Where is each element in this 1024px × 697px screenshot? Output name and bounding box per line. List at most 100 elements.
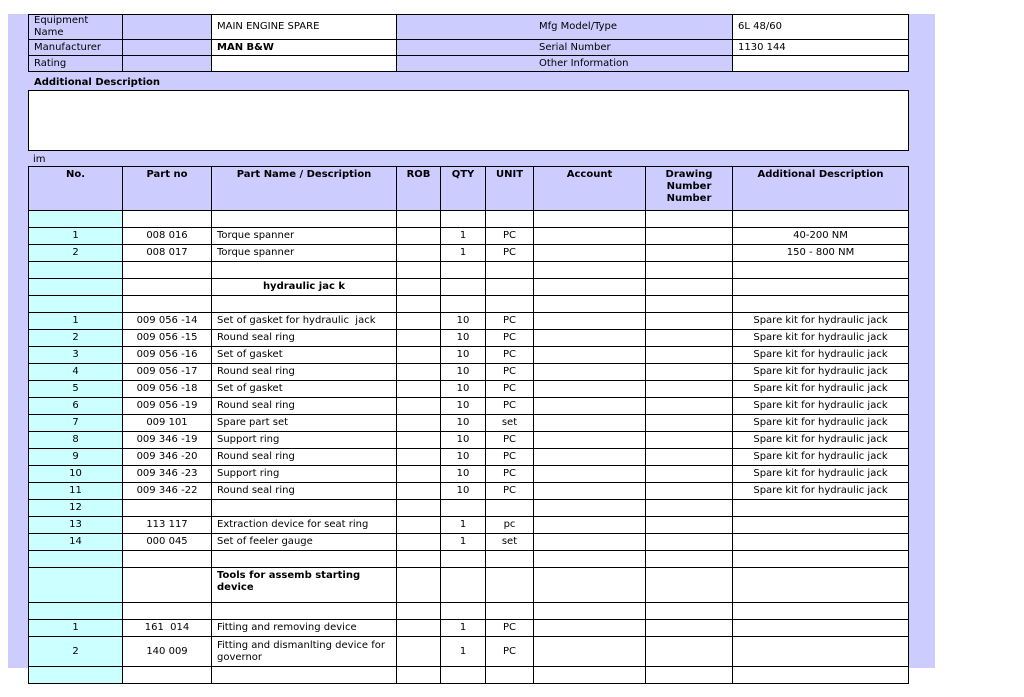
cell <box>122 602 212 620</box>
cell <box>396 533 441 551</box>
cell <box>645 516 733 534</box>
cell <box>645 636 733 667</box>
cell <box>396 278 441 296</box>
cell: Torque spanner <box>211 244 397 262</box>
blank-row <box>28 210 909 228</box>
cell: 009 346 -19 <box>122 431 212 449</box>
cell: PC <box>485 244 534 262</box>
cell: Spare kit for hydraulic jack <box>732 363 909 381</box>
cell <box>122 278 212 296</box>
blank-row <box>28 666 909 684</box>
cell <box>645 329 733 347</box>
cell <box>485 295 534 313</box>
cell <box>485 666 534 684</box>
cell <box>28 550 123 568</box>
cell: Extraction device for seat ring <box>211 516 397 534</box>
cell: 008 016 <box>122 227 212 245</box>
cell <box>396 414 441 432</box>
cell <box>645 312 733 330</box>
cell <box>28 567 123 603</box>
cell <box>645 567 733 603</box>
cell <box>122 295 212 313</box>
cell <box>533 499 646 517</box>
label: Rating <box>28 55 123 72</box>
cell <box>211 499 397 517</box>
cell: PC <box>485 397 534 415</box>
column-header: Part Name / Description <box>211 166 397 211</box>
cell <box>440 602 486 620</box>
cell <box>645 278 733 296</box>
cell <box>533 363 646 381</box>
cell <box>396 210 441 228</box>
cell: Spare kit for hydraulic jack <box>732 431 909 449</box>
cell <box>732 533 909 551</box>
cell <box>485 499 534 517</box>
cell <box>28 278 123 296</box>
cell <box>732 567 909 603</box>
cell <box>732 636 909 667</box>
cell <box>533 516 646 534</box>
cell: Round seal ring <box>211 448 397 466</box>
cell <box>485 550 534 568</box>
cell <box>396 619 441 637</box>
cell: 14 <box>28 533 123 551</box>
item-row: 3 009 056 -16 Set of gasket 10 PC Spare kit f… <box>28 346 909 364</box>
cell <box>485 278 534 296</box>
cell <box>533 329 646 347</box>
cell: Spare kit for hydraulic jack <box>732 414 909 432</box>
cell: PC <box>485 619 534 637</box>
cell <box>533 448 646 466</box>
cell <box>396 244 441 262</box>
cell <box>396 602 441 620</box>
cell: Spare kit for hydraulic jack <box>732 465 909 483</box>
item-row: 10 009 346 -23 Support ring 10 PC Spare kit f… <box>28 465 909 483</box>
cell <box>211 550 397 568</box>
item-row: 9 009 346 -20 Round seal ring 10 PC Spare kit… <box>28 448 909 466</box>
item-row: 8 009 346 -19 Support ring 10 PC Spare kit fo… <box>28 431 909 449</box>
cell <box>122 261 212 279</box>
cell <box>533 397 646 415</box>
cell: PC <box>485 636 534 667</box>
cell <box>645 227 733 245</box>
cell <box>645 295 733 313</box>
cell <box>732 619 909 637</box>
cell: PC <box>485 431 534 449</box>
cell: 009 346 -22 <box>122 482 212 500</box>
cell: 10 <box>440 363 486 381</box>
cell <box>396 397 441 415</box>
cell <box>645 602 733 620</box>
cell: 1 <box>28 227 123 245</box>
cell: 10 <box>440 380 486 398</box>
cell: Spare kit for hydraulic jack <box>732 329 909 347</box>
column-header: Account <box>533 166 646 211</box>
cell: Torque spanner <box>211 227 397 245</box>
item-row: 2 008 017 Torque spanner 1 PC 150 - 800 NM <box>28 244 909 262</box>
cell: 1 <box>440 636 486 667</box>
cell: Set of feeler gauge <box>211 533 397 551</box>
cell: 10 <box>440 346 486 364</box>
item-row: 13 113 117 Extraction device for seat ring… <box>28 516 909 534</box>
label: Other Information <box>396 55 733 72</box>
cell <box>396 295 441 313</box>
item-row: 11 009 346 -22 Round seal ring 10 PC Spare ki… <box>28 482 909 500</box>
cell: 13 <box>28 516 123 534</box>
cell: 161 014 <box>122 619 212 637</box>
cell: Round seal ring <box>211 363 397 381</box>
cell <box>396 516 441 534</box>
cell <box>732 666 909 684</box>
cell: 6 <box>28 397 123 415</box>
cell <box>211 666 397 684</box>
cell <box>533 210 646 228</box>
value: 1130 144 <box>732 39 909 56</box>
cell: PC <box>485 346 534 364</box>
cell: 10 <box>440 329 486 347</box>
cell <box>440 295 486 313</box>
cell <box>732 295 909 313</box>
cell <box>533 295 646 313</box>
cell: PC <box>485 227 534 245</box>
cell: 2 <box>28 244 123 262</box>
cell <box>732 516 909 534</box>
cell: Spare kit for hydraulic jack <box>732 312 909 330</box>
cell <box>396 567 441 603</box>
cell <box>533 602 646 620</box>
